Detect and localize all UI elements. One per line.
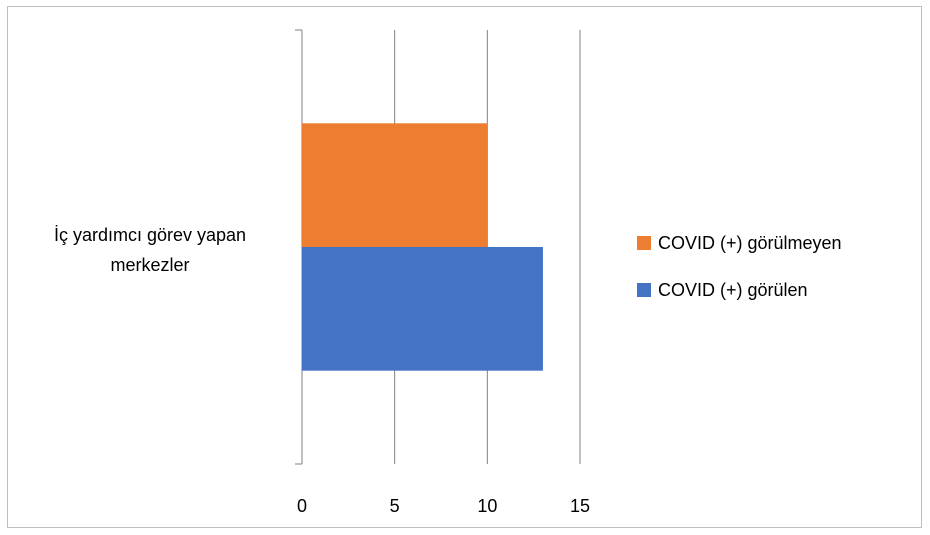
legend-label: COVID (+) görülen [658, 280, 808, 300]
x-tick-label: 0 [297, 496, 307, 516]
category-label-line: İç yardımcı görev yapan [54, 225, 246, 245]
x-tick-label: 15 [570, 496, 590, 516]
legend-swatch [637, 283, 651, 297]
x-tick-label: 5 [390, 496, 400, 516]
legend-swatch [637, 236, 651, 250]
category-label-line: merkezler [110, 255, 189, 275]
bar-series-0 [302, 247, 543, 371]
x-tick-label: 10 [477, 496, 497, 516]
bar-series-1 [302, 123, 488, 247]
legend-label: COVID (+) görülmeyen [658, 233, 842, 253]
